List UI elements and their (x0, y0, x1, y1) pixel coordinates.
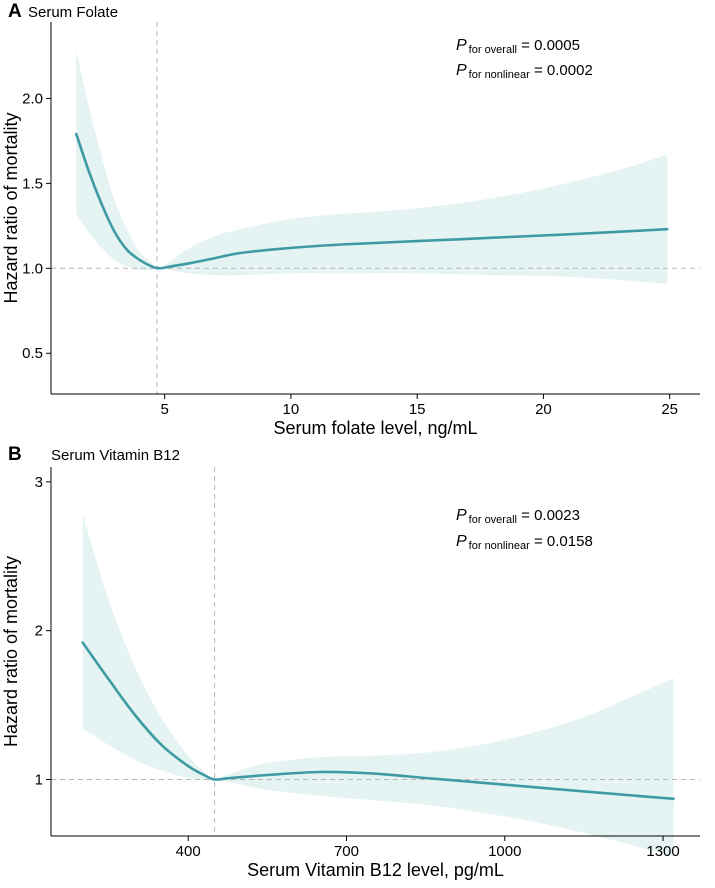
y-tick: 1.0 (22, 260, 51, 277)
x-tick-label: 10 (283, 401, 300, 418)
p-symbol: P (456, 37, 467, 54)
x-tick-label: 25 (661, 401, 678, 418)
p-subscript: for overall (469, 514, 517, 526)
panel-title: Serum Folate (28, 4, 118, 21)
x-tick: 1300 (646, 836, 680, 860)
panel-b: B Serum Vitamin B12 400 700 1000 1300 1 … (1, 444, 700, 880)
p-subscript: for overall (469, 44, 517, 56)
y-tick: 1.5 (22, 175, 51, 192)
y-tick-label: 2.0 (22, 90, 43, 107)
x-tick: 400 (176, 836, 201, 860)
plot-marks (51, 467, 700, 857)
y-axis-title: Hazard ratio of mortality (1, 112, 21, 303)
x-tick-label: 1300 (646, 843, 679, 860)
x-tick-label: 700 (334, 843, 359, 860)
p-subscript: for nonlinear (469, 69, 530, 81)
p-symbol: P (456, 507, 467, 524)
y-axis-ticks: 1 2 3 (35, 474, 51, 788)
y-tick-label: 0.5 (22, 345, 43, 362)
y-axis-title: Hazard ratio of mortality (1, 556, 21, 747)
p-symbol: P (456, 62, 467, 79)
y-tick: 2.0 (22, 90, 51, 107)
y-axis-ticks: 0.5 1.0 1.5 2.0 (22, 90, 51, 362)
panel-letter: B (8, 444, 22, 465)
p-symbol: P (456, 533, 467, 550)
panel-title: Serum Vitamin B12 (51, 447, 180, 464)
x-tick-label: 5 (160, 401, 168, 418)
p-value: = 0.0002 (530, 62, 593, 79)
hazard-ratio-curve (81, 641, 675, 801)
x-tick: 25 (661, 394, 678, 418)
y-tick-label: 1.0 (22, 260, 43, 277)
y-tick-label: 1.5 (22, 175, 43, 192)
y-tick: 1 (35, 771, 51, 788)
confidence-band (82, 514, 674, 857)
y-tick-label: 3 (35, 474, 43, 491)
x-tick-label: 20 (535, 401, 552, 418)
y-tick: 2 (35, 623, 51, 640)
p-subscript: for nonlinear (469, 540, 530, 552)
x-tick: 1000 (488, 836, 521, 860)
x-axis-ticks: 400 700 1000 1300 (176, 836, 680, 860)
x-tick: 5 (160, 394, 169, 418)
x-tick-label: 15 (409, 401, 426, 418)
x-tick: 700 (334, 836, 359, 860)
y-tick-label: 1 (35, 771, 43, 788)
x-tick: 20 (535, 394, 552, 418)
panel-a: A Serum Folate 5 10 15 20 25 0.5 1.0 1.5 (1, 1, 700, 438)
x-axis-ticks: 5 10 15 20 25 (160, 394, 678, 418)
x-tick: 15 (409, 394, 426, 418)
y-tick: 0.5 (22, 345, 51, 362)
p-value: = 0.0023 (517, 507, 580, 524)
x-axis-title: Serum folate level, ng/mL (273, 418, 477, 438)
x-tick-label: 1000 (488, 843, 521, 860)
y-tick-label: 2 (35, 623, 43, 640)
p-value: = 0.0005 (517, 37, 580, 54)
y-tick: 3 (35, 474, 51, 491)
p-value: = 0.0158 (530, 533, 593, 550)
x-axis-title: Serum Vitamin B12 level, pg/mL (247, 860, 504, 880)
plot-marks (51, 22, 700, 394)
panel-letter: A (8, 1, 22, 22)
x-tick-label: 400 (176, 843, 201, 860)
confidence-band (76, 50, 668, 284)
hazard-ratio-curve (75, 132, 669, 270)
x-tick: 10 (283, 394, 300, 418)
